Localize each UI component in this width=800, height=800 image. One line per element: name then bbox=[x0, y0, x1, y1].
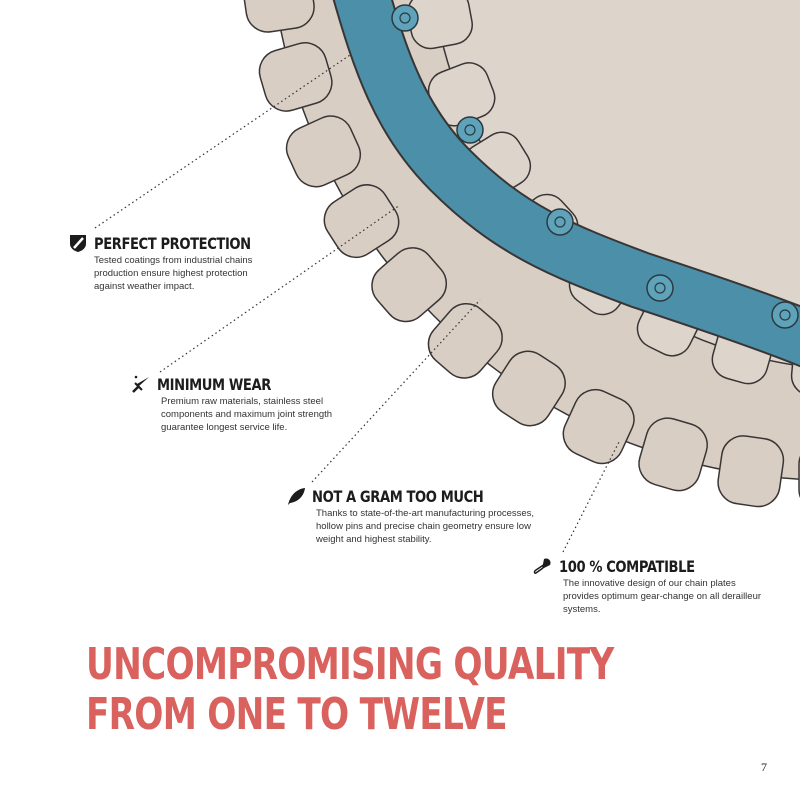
chain-pin-hole bbox=[464, 124, 476, 136]
page-number: 7 bbox=[761, 760, 767, 774]
feature-title: NOT A GRAM TOO MUCH bbox=[312, 486, 484, 506]
chain-pin bbox=[771, 301, 799, 329]
chain-pin bbox=[391, 4, 419, 32]
feature-100-compatible: 100 % COMPATIBLE The innovative design o… bbox=[533, 556, 773, 616]
leader-line bbox=[311, 299, 481, 483]
gear-tooth bbox=[242, 0, 315, 33]
sword-icon bbox=[132, 375, 149, 393]
leader-line bbox=[94, 54, 351, 229]
feature-title: PERFECT PROTECTION bbox=[94, 233, 251, 253]
gear-tooth bbox=[717, 435, 785, 508]
headline-line-2: FROM ONE TO TWELVE bbox=[86, 689, 508, 740]
feature-minimum-wear: MINIMUM WEAR Premium raw materials, stai… bbox=[131, 374, 341, 434]
shield-icon bbox=[70, 235, 86, 252]
feather-icon bbox=[288, 488, 305, 505]
chain-pin-hole bbox=[654, 282, 666, 294]
gear-tooth bbox=[371, 247, 448, 323]
feature-text: Thanks to state-of-the-art manufacturing… bbox=[316, 508, 535, 545]
chain-pin-hole bbox=[779, 309, 791, 321]
gear-tooth bbox=[258, 42, 333, 112]
leader-line bbox=[562, 439, 621, 553]
feature-text: The innovative design of our chain plate… bbox=[563, 578, 762, 615]
gear-tooth bbox=[638, 417, 708, 492]
feature-text: Tested coatings from industrial chains p… bbox=[94, 255, 253, 292]
leader-lines bbox=[94, 54, 621, 553]
chain-pins bbox=[391, 4, 799, 329]
chain-pin bbox=[546, 208, 574, 236]
chain-pin-hole bbox=[399, 12, 411, 24]
feature-title: MINIMUM WEAR bbox=[157, 374, 271, 394]
leader-line bbox=[159, 204, 401, 373]
gear-tooth bbox=[491, 350, 566, 427]
feature-title: 100 % COMPATIBLE bbox=[559, 556, 695, 576]
headline: UNCOMPROMISING QUALITY FROM ONE TO TWELV… bbox=[86, 639, 614, 740]
chain-pin bbox=[456, 116, 484, 144]
feature-perfect-protection: PERFECT PROTECTION Tested coatings from … bbox=[68, 233, 285, 293]
chain-pin bbox=[646, 274, 674, 302]
chain-body bbox=[334, 0, 800, 366]
chain-pin-hole bbox=[554, 216, 566, 228]
gear-tooth bbox=[323, 184, 400, 259]
gear-tooth bbox=[562, 388, 635, 465]
safety-pin-icon bbox=[533, 558, 551, 574]
feature-text: Premium raw materials, stainless steel c… bbox=[161, 396, 333, 433]
gear-tooth bbox=[285, 115, 362, 188]
headline-line-1: UNCOMPROMISING QUALITY bbox=[86, 639, 614, 690]
gear-tooth bbox=[427, 302, 503, 379]
feature-not-a-gram-too-much: NOT A GRAM TOO MUCH Thanks to state-of-t… bbox=[286, 486, 536, 546]
